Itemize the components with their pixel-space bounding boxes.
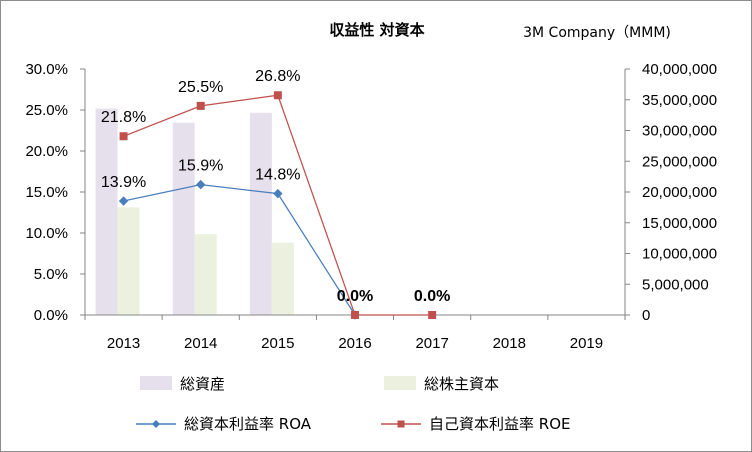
bars-layer bbox=[95, 108, 294, 316]
x-tick-label-2016: 2016 bbox=[338, 335, 371, 352]
point-roe-2014 bbox=[196, 101, 205, 110]
data-label-roa-2016: 0.0% bbox=[337, 288, 373, 305]
right-tick-label: 5,000,000 bbox=[642, 276, 709, 293]
data-label-roa-2013: 13.9% bbox=[101, 174, 146, 191]
right-tick-label: 10,000,000 bbox=[642, 246, 717, 263]
x-tick-label-2017: 2017 bbox=[415, 335, 448, 352]
left-tick-label: 5.0% bbox=[34, 266, 68, 283]
left-tick-label: 15.0% bbox=[25, 184, 68, 201]
left-tick-label: 20.0% bbox=[25, 143, 68, 160]
lines-layer bbox=[118, 91, 437, 320]
right-tick-label: 30,000,000 bbox=[642, 123, 717, 140]
bar-total-assets-2014 bbox=[172, 122, 195, 315]
data-label-roe-2015: 26.8% bbox=[255, 68, 300, 85]
x-tick-label-2013: 2013 bbox=[107, 335, 140, 352]
right-tick-label: 15,000,000 bbox=[642, 215, 717, 232]
x-tick-label-2019: 2019 bbox=[570, 335, 603, 352]
legend-swatch-roe bbox=[381, 420, 421, 428]
legend-swatch-roa bbox=[136, 420, 176, 428]
right-tick-label: 0 bbox=[642, 307, 650, 324]
x-tick-label-2015: 2015 bbox=[261, 335, 294, 352]
right-tick-label: 20,000,000 bbox=[642, 184, 717, 201]
legend-label-total-equity: 総株主資本 bbox=[424, 375, 499, 393]
bar-total-equity-2014 bbox=[194, 234, 217, 315]
left-tick-label: 0.0% bbox=[34, 307, 68, 324]
legend-label-roe: 自己資本利益率 ROE bbox=[429, 415, 570, 433]
line-roa bbox=[123, 183, 356, 316]
bar-total-assets-2013 bbox=[95, 108, 118, 315]
point-roe-2016 bbox=[351, 311, 359, 319]
data-label-roe-2017: 0.0% bbox=[414, 288, 450, 305]
legend-label-total-assets: 総資産 bbox=[180, 375, 225, 393]
right-tick-label: 35,000,000 bbox=[642, 92, 717, 109]
chart-subtitle: 3M Company（MMM) bbox=[523, 25, 671, 41]
legend-swatch-total-assets bbox=[140, 376, 172, 390]
left-tick-label: 30.0% bbox=[25, 61, 68, 78]
chart-title: 収益性 対資本 bbox=[329, 21, 424, 39]
bar-total-assets-2015 bbox=[249, 112, 272, 316]
right-tick-label: 25,000,000 bbox=[642, 153, 717, 170]
point-roa-2015 bbox=[273, 188, 283, 199]
point-roe-2013 bbox=[119, 132, 128, 141]
data-labels-layer: 13.9% 15.9% 14.8% 0.0% 21.8% 25.5% 26.8% 0.0% bbox=[101, 68, 450, 305]
data-label-roe-2014: 25.5% bbox=[178, 79, 223, 96]
left-tick-label: 25.0% bbox=[25, 102, 68, 119]
legend-swatch-total-equity bbox=[384, 376, 416, 390]
x-tick-label-2014: 2014 bbox=[184, 335, 217, 352]
x-tick-label-2018: 2018 bbox=[493, 335, 526, 352]
data-label-roa-2014: 15.9% bbox=[178, 158, 223, 175]
left-tick-label: 10.0% bbox=[25, 225, 68, 242]
legend: 総資産 総株主資本 総資本利益率 ROA 自己資本利益率 ROE bbox=[136, 375, 570, 433]
data-label-roe-2013: 21.8% bbox=[101, 109, 146, 126]
point-roe-2015 bbox=[273, 91, 282, 100]
point-roa-2014 bbox=[196, 179, 206, 190]
data-label-roa-2015: 14.8% bbox=[255, 167, 300, 184]
legend-label-roa: 総資本利益率 ROA bbox=[184, 415, 312, 433]
right-tick-label: 40,000,000 bbox=[642, 61, 717, 78]
bar-total-equity-2015 bbox=[271, 242, 294, 315]
point-roa-2013 bbox=[118, 196, 129, 206]
point-roe-2017 bbox=[428, 311, 437, 319]
bar-total-equity-2013 bbox=[117, 207, 140, 315]
